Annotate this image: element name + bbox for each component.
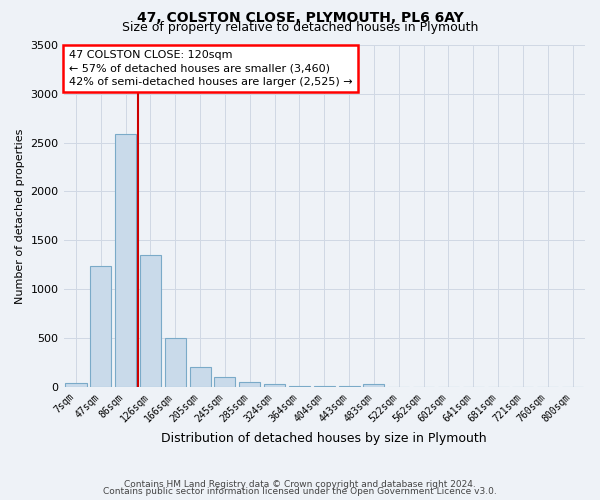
Bar <box>314 386 335 387</box>
Bar <box>65 383 86 387</box>
Text: Contains HM Land Registry data © Crown copyright and database right 2024.: Contains HM Land Registry data © Crown c… <box>124 480 476 489</box>
Bar <box>90 266 112 387</box>
Text: 47, COLSTON CLOSE, PLYMOUTH, PL6 6AY: 47, COLSTON CLOSE, PLYMOUTH, PL6 6AY <box>137 11 463 25</box>
Text: 47 COLSTON CLOSE: 120sqm
← 57% of detached houses are smaller (3,460)
42% of sem: 47 COLSTON CLOSE: 120sqm ← 57% of detach… <box>69 50 352 86</box>
Bar <box>364 384 385 387</box>
Bar <box>239 382 260 387</box>
Text: Contains public sector information licensed under the Open Government Licence v3: Contains public sector information licen… <box>103 487 497 496</box>
Bar <box>214 376 235 387</box>
Bar <box>140 255 161 387</box>
Bar <box>165 338 186 387</box>
Bar <box>115 134 136 387</box>
Bar <box>264 384 285 387</box>
Bar <box>190 368 211 387</box>
Text: Size of property relative to detached houses in Plymouth: Size of property relative to detached ho… <box>122 21 478 34</box>
Y-axis label: Number of detached properties: Number of detached properties <box>15 128 25 304</box>
X-axis label: Distribution of detached houses by size in Plymouth: Distribution of detached houses by size … <box>161 432 487 445</box>
